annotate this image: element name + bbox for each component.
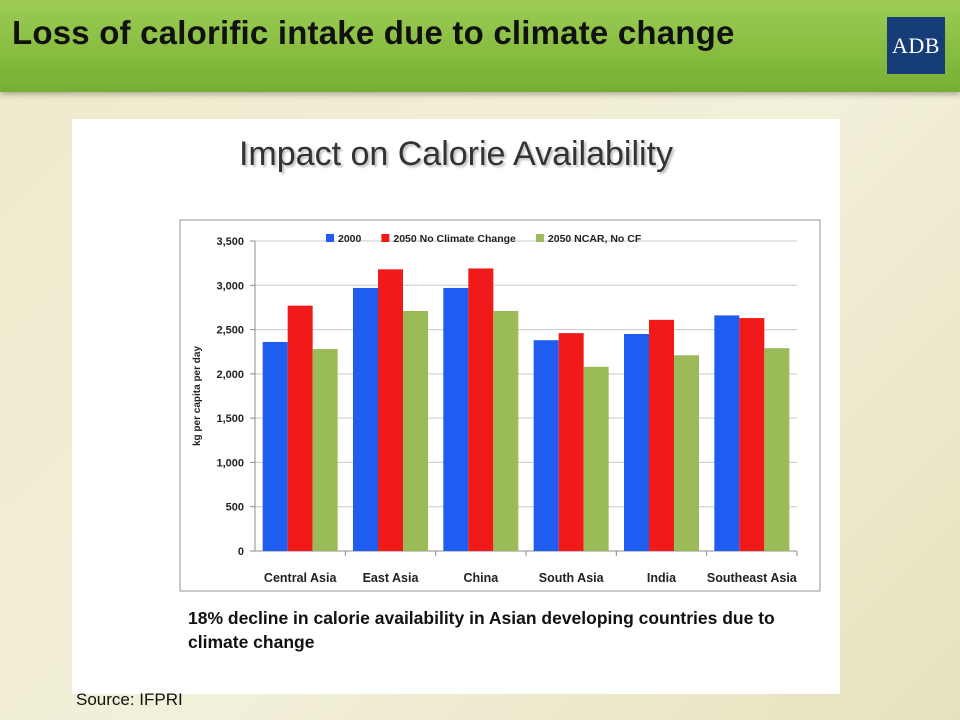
bar <box>443 287 469 551</box>
bar <box>674 355 699 551</box>
bar <box>533 340 559 551</box>
x-tick-label: China <box>463 571 499 585</box>
bar <box>468 268 494 551</box>
bar <box>764 348 790 551</box>
page-title: Loss of calorific intake due to climate … <box>12 14 735 51</box>
logo-text: ADB <box>892 32 940 58</box>
bar <box>353 287 378 551</box>
y-axis-label: kg per capita per day <box>192 346 203 446</box>
bar <box>583 366 609 551</box>
bar <box>714 315 740 551</box>
chart-frame <box>179 219 821 592</box>
legend-swatch <box>381 234 390 242</box>
legend-label: 2050 NCAR, No CF <box>548 233 642 245</box>
chart-panel: Impact on Calorie Availability 0 500 1,000… <box>72 119 840 694</box>
y-tick-label: 500 <box>226 502 244 514</box>
legend-swatch <box>535 234 544 242</box>
bar-chart: 0 500 1,000 1,500 2,000 2,500 3,000 3,500 kg per… <box>179 219 821 592</box>
legend-swatch <box>326 234 334 242</box>
legend-label: 2000 <box>338 233 362 245</box>
x-tick-label: India <box>647 571 677 585</box>
bar <box>312 349 338 551</box>
chart-title: Impact on Calorie Availability <box>238 135 674 173</box>
y-tick-label: 3,000 <box>216 280 244 292</box>
bar <box>287 305 313 551</box>
x-tick-label: South Asia <box>539 571 605 585</box>
y-tick-label: 2,000 <box>216 369 244 381</box>
y-tick-label: 1,000 <box>216 457 244 469</box>
y-tick-label: 1,500 <box>216 413 244 425</box>
bar <box>624 334 649 551</box>
x-tick-label: East Asia <box>363 571 420 585</box>
bar <box>558 333 584 551</box>
bar <box>649 319 674 551</box>
bar <box>403 310 428 551</box>
bar <box>378 269 403 551</box>
summary-note: 18% decline in calorie availability in A… <box>188 608 775 652</box>
x-tick-label: Central Asia <box>264 571 338 585</box>
y-tick-label: 2,500 <box>216 325 244 337</box>
y-tick-label: 3,500 <box>216 236 244 248</box>
source-note: Source: IFPRI <box>76 690 183 709</box>
adb-logo: ADB <box>887 17 945 74</box>
bar <box>739 318 765 551</box>
x-tick-label: Southeast Asia <box>707 571 798 585</box>
legend-label: 2050 No Climate Change <box>393 233 516 245</box>
y-tick-label: 0 <box>238 546 244 558</box>
title-bar: Loss of calorific intake due to climate … <box>0 0 960 92</box>
bar <box>493 310 519 551</box>
bar <box>262 341 288 551</box>
